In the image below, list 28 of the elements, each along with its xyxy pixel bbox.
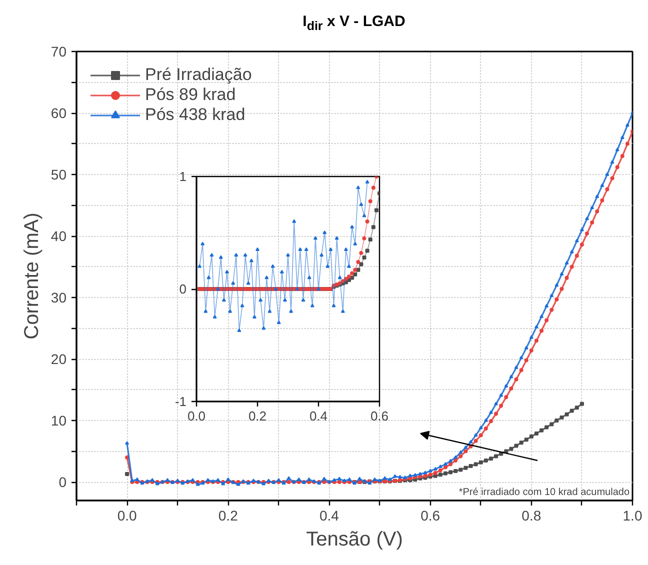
y-tick-label: 70 xyxy=(50,44,67,60)
y-tick-label: 50 xyxy=(50,166,67,183)
y-tick-label: 1 xyxy=(179,169,187,184)
chart-title: I$_{dir}$ x V - LGAD xyxy=(302,12,406,35)
x-tick-label: 0.2 xyxy=(248,408,267,424)
x-tick-label: 0.4 xyxy=(309,408,328,424)
x-tick-label: 0.6 xyxy=(370,408,389,424)
y-tick-label: 20 xyxy=(50,351,67,368)
y-tick-label: -1 xyxy=(174,394,187,409)
annotation: *Pré irradiado com 10 krad acumulado xyxy=(458,487,630,498)
y-tick-label: 0 xyxy=(58,474,67,490)
y-tick-label: 30 xyxy=(50,290,67,306)
y-tick-label: 40 xyxy=(50,228,67,244)
x-tick-label: 0.6 xyxy=(420,508,440,524)
x-tick-label: 0.4 xyxy=(319,508,340,524)
x-tick-label: 0.2 xyxy=(218,508,238,524)
y-tick-label: 60 xyxy=(50,105,67,122)
x-tick-label: 0.0 xyxy=(187,408,206,424)
legend-label: Pós 89 krad xyxy=(145,85,236,105)
y-tick-label: 0 xyxy=(179,282,187,296)
x-tick-label: 0.0 xyxy=(117,508,137,524)
x-tick-label: 0.8 xyxy=(522,508,542,524)
legend-label: Pré Irradiação xyxy=(145,65,252,85)
x-tick-label: 1.0 xyxy=(622,508,642,524)
x-axis-title: Tensão (V) xyxy=(306,528,403,550)
y-axis-title: Corrente (mA) xyxy=(20,212,43,340)
legend-label: Pós 438 krad xyxy=(145,105,246,125)
y-tick-label: 10 xyxy=(50,412,67,429)
